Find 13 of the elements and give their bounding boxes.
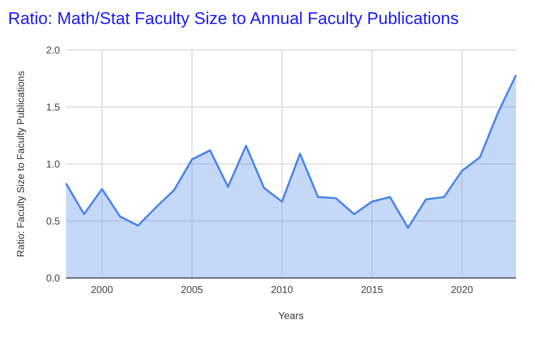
y-tick-label: 0.5	[46, 216, 60, 228]
y-tick-label: 1.5	[46, 102, 60, 114]
y-tick-label: 2.0	[46, 46, 60, 56]
x-tick-label: 2010	[270, 285, 294, 296]
chart-title: Ratio: Math/Stat Faculty Size to Annual Faculty Publications	[8, 9, 459, 28]
x-tick-label: 2015	[360, 285, 384, 296]
y-axis-title: Ratio: Faculty Size to Faculty Publications	[16, 70, 27, 258]
x-tick-label: 2000	[90, 285, 114, 296]
x-axis-title: Years	[278, 311, 304, 322]
y-tick-label: 0.0	[46, 274, 60, 284]
y-tick-label: 1.0	[46, 160, 60, 170]
x-tick-label: 2020	[450, 285, 474, 296]
x-tick-label: 2005	[180, 285, 204, 296]
